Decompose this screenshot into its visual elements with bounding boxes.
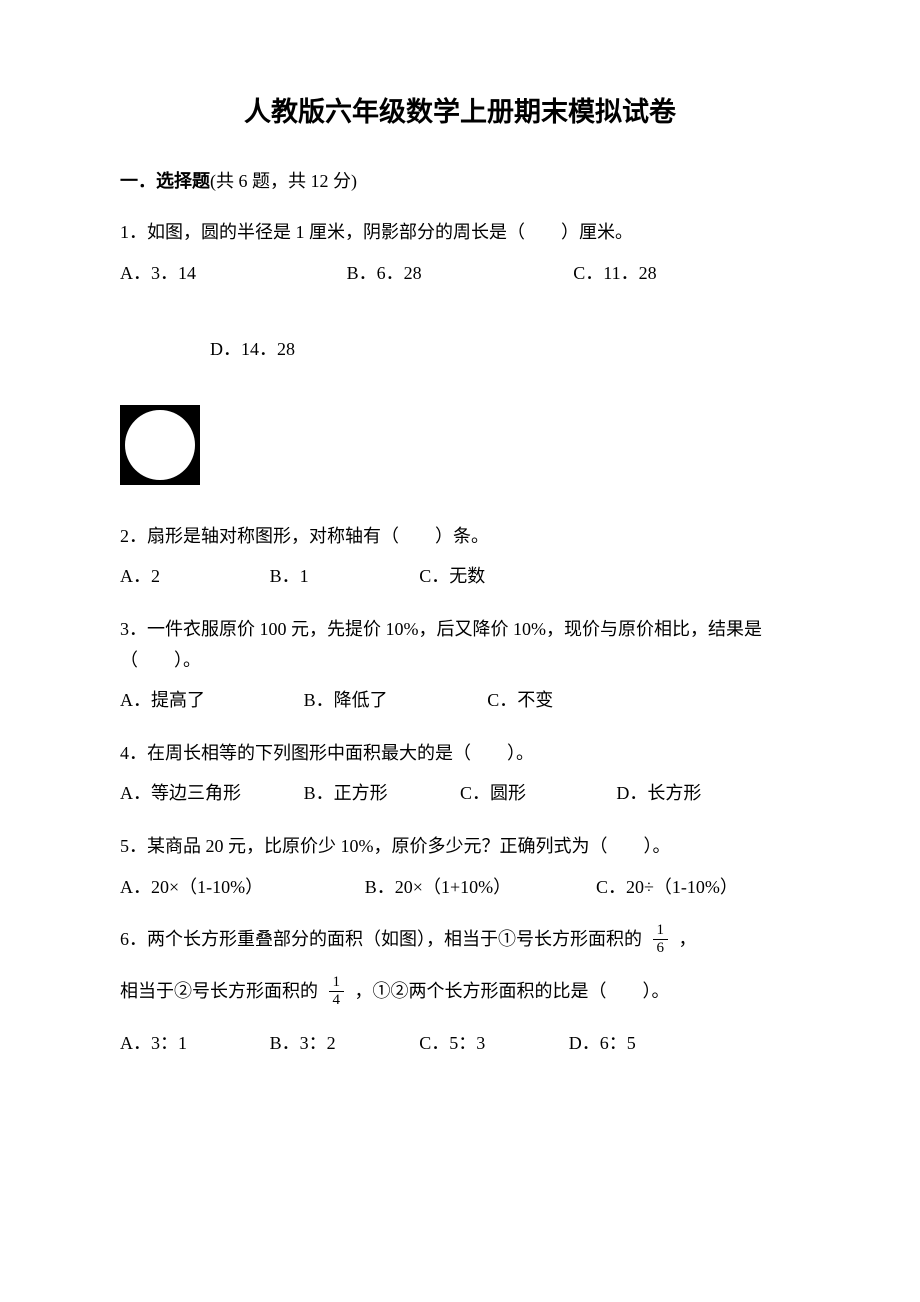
q6-option-c: C．5：3 bbox=[419, 1028, 569, 1059]
q3-options: A．提高了 B．降低了 C．不变 bbox=[120, 685, 800, 716]
q1-option-d: D．14．28 bbox=[210, 334, 800, 365]
exam-title: 人教版六年级数学上册期末模拟试卷 bbox=[120, 90, 800, 129]
q4-option-d: D．长方形 bbox=[616, 778, 772, 809]
q4-option-b: B．正方形 bbox=[304, 778, 460, 809]
question-3: 3．一件衣服原价 100 元，先提价 10%，后又降价 10%，现价与原价相比，… bbox=[120, 614, 800, 716]
q2-option-c: C．无数 bbox=[419, 561, 569, 592]
q5-option-b: B．20×（1+10%） bbox=[365, 872, 596, 903]
q3-option-a: A．提高了 bbox=[120, 685, 304, 716]
q6-option-b: B．3：2 bbox=[270, 1028, 420, 1059]
q3-option-b: B．降低了 bbox=[304, 685, 488, 716]
question-1: 1．如图，圆的半径是 1 厘米，阴影部分的周长是（ ）厘米。 A．3．14 B．… bbox=[120, 217, 800, 485]
exam-page: 人教版六年级数学上册期末模拟试卷 一．选择题(共 6 题，共 12 分) 1．如… bbox=[0, 0, 920, 1302]
q1-option-a: A．3．14 bbox=[120, 258, 347, 289]
q2-option-a: A．2 bbox=[120, 561, 270, 592]
q1-options-row1: A．3．14 B．6．28 C．11．28 bbox=[120, 258, 800, 289]
q6-frac2-num: 1 bbox=[329, 974, 345, 992]
section-1-info: (共 6 题，共 12 分) bbox=[210, 171, 357, 191]
q5-options: A．20×（1-10%） B．20×（1+10%） C．20÷（1-10%） bbox=[120, 872, 800, 903]
q6-frac1-den: 6 bbox=[653, 940, 669, 957]
q6-frac1-num: 1 bbox=[653, 922, 669, 940]
q4-option-a: A．等边三角形 bbox=[120, 778, 304, 809]
q6-frac2-den: 4 bbox=[329, 992, 345, 1009]
q1-option-c: C．11．28 bbox=[573, 258, 800, 289]
q5-stem: 5．某商品 20 元，比原价少 10%，原价多少元？正确列式为（ ）。 bbox=[120, 831, 800, 862]
question-6: 6．两个长方形重叠部分的面积（如图），相当于①号长方形面积的 1 6 ， 相当于… bbox=[120, 924, 800, 1059]
q6-option-d: D．6：5 bbox=[569, 1028, 719, 1059]
q5-option-a: A．20×（1-10%） bbox=[120, 872, 365, 903]
q6-frac-1-6: 1 6 bbox=[653, 922, 669, 956]
q1-option-b: B．6．28 bbox=[347, 258, 574, 289]
q1-figure bbox=[120, 405, 200, 485]
q1-figure-circle bbox=[125, 410, 195, 480]
q4-options: A．等边三角形 B．正方形 C．圆形 D．长方形 bbox=[120, 778, 800, 809]
q6-part2: 相当于②号长方形面积的 bbox=[120, 981, 318, 1001]
q2-stem: 2．扇形是轴对称图形，对称轴有（ ）条。 bbox=[120, 521, 800, 552]
question-4: 4．在周长相等的下列图形中面积最大的是（ ）。 A．等边三角形 B．正方形 C．… bbox=[120, 738, 800, 809]
q4-option-c: C．圆形 bbox=[460, 778, 616, 809]
question-2: 2．扇形是轴对称图形，对称轴有（ ）条。 A．2 B．1 C．无数 bbox=[120, 521, 800, 592]
q6-options: A．3：1 B．3：2 C．5：3 D．6：5 bbox=[120, 1028, 800, 1059]
q2-options: A．2 B．1 C．无数 bbox=[120, 561, 800, 592]
q6-part1-end: ， bbox=[679, 929, 697, 949]
q6-line2: 相当于②号长方形面积的 1 4 ，①②两个长方形面积的比是（ ）。 bbox=[120, 976, 800, 1010]
q3-option-c: C．不变 bbox=[487, 685, 671, 716]
q1-stem: 1．如图，圆的半径是 1 厘米，阴影部分的周长是（ ）厘米。 bbox=[120, 217, 800, 248]
q5-option-c: C．20÷（1-10%） bbox=[596, 872, 800, 903]
q6-part2-end: ，①②两个长方形面积的比是（ ）。 bbox=[355, 981, 670, 1001]
section-1-label: 一．选择题 bbox=[120, 171, 210, 191]
question-5: 5．某商品 20 元，比原价少 10%，原价多少元？正确列式为（ ）。 A．20… bbox=[120, 831, 800, 902]
q3-stem: 3．一件衣服原价 100 元，先提价 10%，后又降价 10%，现价与原价相比，… bbox=[120, 614, 800, 675]
q2-option-b: B．1 bbox=[270, 561, 420, 592]
section-1-header: 一．选择题(共 6 题，共 12 分) bbox=[120, 167, 800, 193]
q6-part1: 6．两个长方形重叠部分的面积（如图），相当于①号长方形面积的 bbox=[120, 929, 642, 949]
q6-frac-1-4: 1 4 bbox=[329, 974, 345, 1008]
q4-stem: 4．在周长相等的下列图形中面积最大的是（ ）。 bbox=[120, 738, 800, 769]
q6-option-a: A．3：1 bbox=[120, 1028, 270, 1059]
q6-line1: 6．两个长方形重叠部分的面积（如图），相当于①号长方形面积的 1 6 ， bbox=[120, 924, 800, 958]
